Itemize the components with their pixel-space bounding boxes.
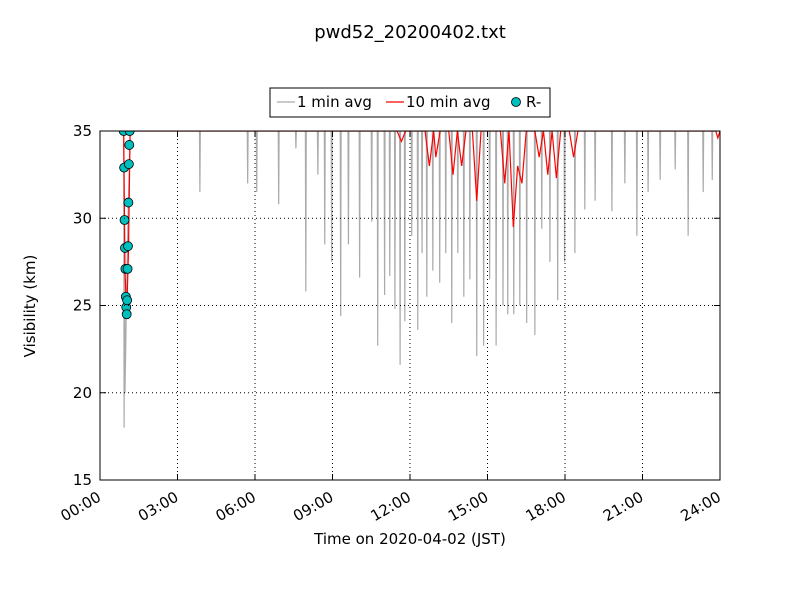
legend-box — [269, 87, 551, 118]
data-point — [119, 215, 130, 225]
y-tick-label: 25 — [73, 297, 92, 315]
y-axis-label: Visibility (km) — [21, 255, 39, 358]
y-tick-label: 15 — [73, 471, 92, 489]
legend-label: 1 min avg — [297, 93, 372, 111]
y-tick-label: 20 — [73, 384, 92, 402]
legend-marker — [511, 97, 521, 107]
data-point — [122, 263, 133, 274]
plot-area — [118, 131, 720, 428]
data-line — [123, 131, 720, 428]
data-point — [121, 309, 132, 320]
x-axis-label: Time on 2020-04-02 (JST) — [313, 530, 506, 548]
legend-label: 10 min avg — [406, 93, 491, 111]
legend-label: R- — [526, 93, 541, 111]
data-point — [124, 131, 135, 136]
legend: 1 min avg 10 min avg R- — [269, 87, 551, 118]
data-point — [123, 159, 134, 170]
data-point — [124, 140, 135, 150]
y-tick-label: 35 — [73, 122, 92, 140]
data-point — [122, 295, 133, 306]
data-point — [123, 241, 133, 252]
y-tick-label: 30 — [73, 209, 92, 227]
data-line — [123, 131, 720, 315]
data-point — [123, 197, 134, 208]
chart-title: pwd52_20200402.txt — [314, 22, 506, 43]
